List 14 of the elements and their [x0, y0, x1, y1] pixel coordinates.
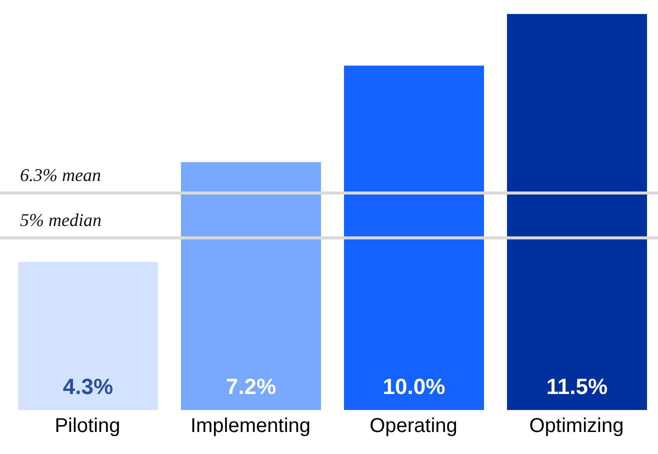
data-label: 7.2% [226, 374, 276, 399]
x-tick-label: Operating [370, 415, 458, 438]
x-tick-label: Implementing [190, 415, 311, 438]
x-tick-label: Piloting [54, 415, 120, 438]
x-tick-label: Optimizing [529, 415, 624, 438]
data-label: 4.3% [62, 374, 114, 399]
bar [18, 262, 158, 410]
bar [507, 14, 647, 410]
bar [344, 66, 484, 410]
data-label: 10.0% [382, 374, 446, 399]
ref-line-label: 5% median [20, 210, 102, 230]
ref-line-label: 6.3% mean [20, 165, 101, 186]
bar [181, 162, 321, 410]
data-label: 11.5% [546, 374, 608, 399]
